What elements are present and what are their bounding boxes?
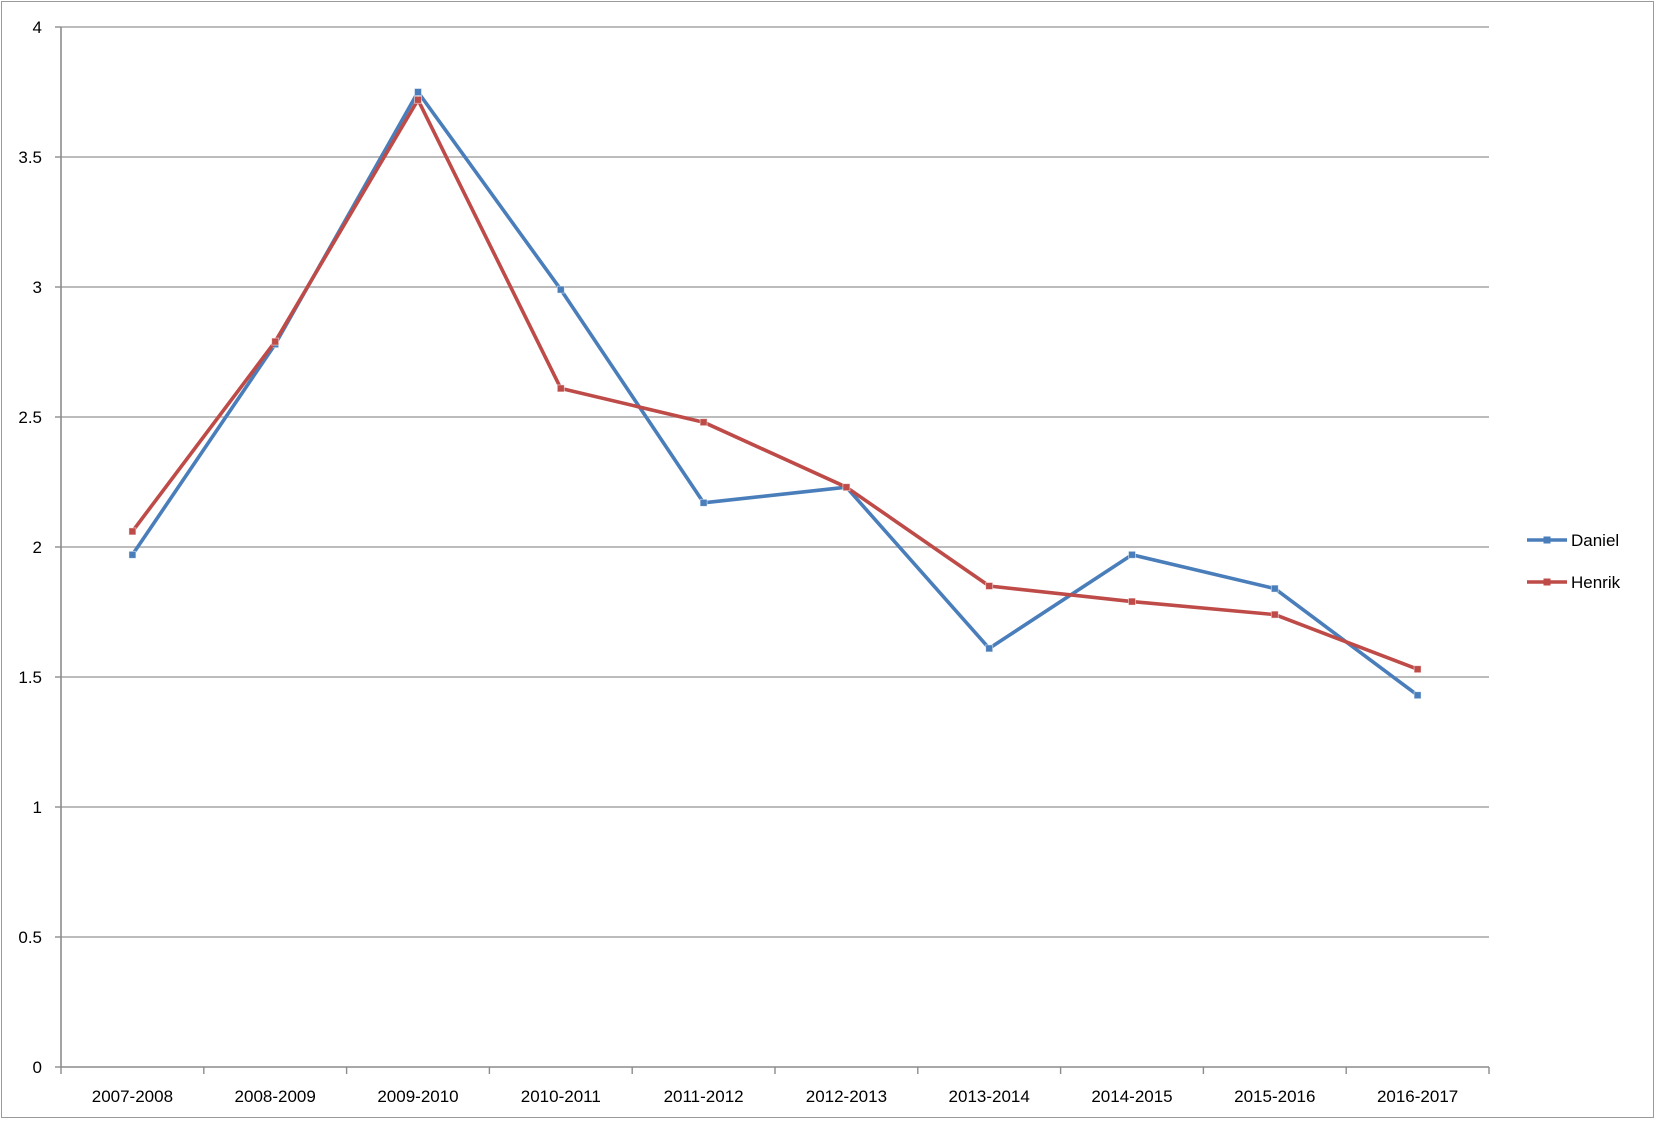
data-point-daniel [1270,584,1279,593]
legend-marker [1543,578,1551,586]
x-tick-label: 2016-2017 [1377,1087,1458,1106]
data-point-henrik [414,95,422,104]
y-tick-label: 3.5 [18,148,42,167]
legend-label: Daniel [1571,531,1619,550]
y-tick-label: 4 [33,18,42,37]
data-point-henrik [842,483,851,492]
x-tick-label: 2011-2012 [664,1087,744,1106]
x-tick-label: 2012-2013 [806,1087,887,1106]
data-point-henrik [1270,610,1279,619]
legend: Daniel Henrik [1527,531,1621,592]
x-tick-label: 2008-2009 [235,1087,316,1106]
x-tick-label: 2015-2016 [1234,1087,1315,1106]
y-tick-label: 2 [33,538,42,557]
data-point-daniel [985,644,994,653]
gridlines [61,26,1489,938]
y-tick-label: 0 [33,1058,42,1077]
series-daniel [128,88,1422,700]
x-tick-label: 2014-2015 [1091,1087,1172,1106]
y-tick-label: 1 [33,798,42,817]
x-axis-tick-labels: 2007-2008 2008-2009 2009-2010 2010-2011 2011… [92,1087,1459,1106]
series-henrik [128,95,1422,674]
y-axis-tick-labels: 0 0.5 1 1.5 2 2.5 3 3.5 4 [18,18,42,1077]
data-point-henrik [1128,597,1136,606]
data-point-daniel [414,88,422,96]
legend-label: Henrik [1571,573,1621,592]
x-tick-label: 2013-2014 [949,1087,1030,1106]
data-point-henrik [271,337,280,346]
series-line-henrik [130,98,1420,672]
x-tick-label: 2007-2008 [92,1087,173,1106]
data-point-henrik [556,384,565,393]
x-tick-label: 2010-2011 [521,1087,601,1106]
data-point-daniel [699,498,708,507]
axes [55,26,1490,1074]
data-point-henrik [128,527,137,536]
legend-marker [1543,536,1551,544]
data-point-henrik [1413,665,1422,674]
y-tick-label: 1.5 [18,668,42,687]
x-tick-label: 2009-2010 [377,1087,458,1106]
y-tick-label: 2.5 [18,408,42,427]
data-point-henrik [699,418,708,427]
y-tick-label: 3 [33,278,42,297]
data-point-daniel [128,550,137,559]
series-line-daniel [130,90,1420,698]
data-point-henrik [985,582,994,590]
data-point-daniel [556,285,565,294]
legend-item-henrik: Henrik [1527,573,1621,592]
data-point-daniel [1128,550,1136,559]
y-tick-label: 0.5 [18,928,42,947]
legend-item-daniel: Daniel [1527,531,1619,550]
data-point-daniel [1413,691,1422,700]
series-layer [128,88,1422,700]
